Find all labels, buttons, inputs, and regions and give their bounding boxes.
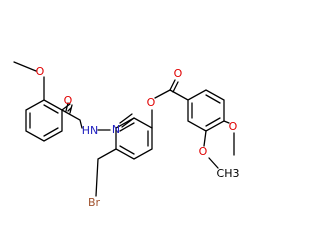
atom-label: CH3 (217, 167, 240, 180)
atom-label: O (64, 94, 73, 107)
ring-double (191, 94, 221, 127)
ring (25, 99, 63, 142)
bond (61, 109, 83, 129)
bonds (13, 61, 235, 197)
ring-double (29, 104, 59, 137)
bond (203, 130, 207, 147)
atom-label: O (174, 67, 183, 80)
ring (169, 89, 225, 132)
atom-label: O (147, 96, 156, 109)
atom-label: N (112, 123, 120, 136)
bond (95, 148, 117, 197)
bond (223, 120, 230, 124)
bond (169, 79, 179, 93)
ring-double (119, 122, 149, 155)
bond (154, 89, 171, 99)
atom-label: O (199, 145, 208, 158)
atom-label: O (36, 65, 45, 78)
atom-label: O (229, 120, 238, 133)
bond (65, 102, 73, 114)
bond (13, 61, 37, 72)
ring (115, 117, 153, 160)
atom-label: HN (82, 124, 99, 137)
bond (208, 157, 219, 169)
atom-label: Br (88, 196, 101, 209)
molecule-diagram: O O HN N O O O O CH3 Br (13, 61, 240, 209)
